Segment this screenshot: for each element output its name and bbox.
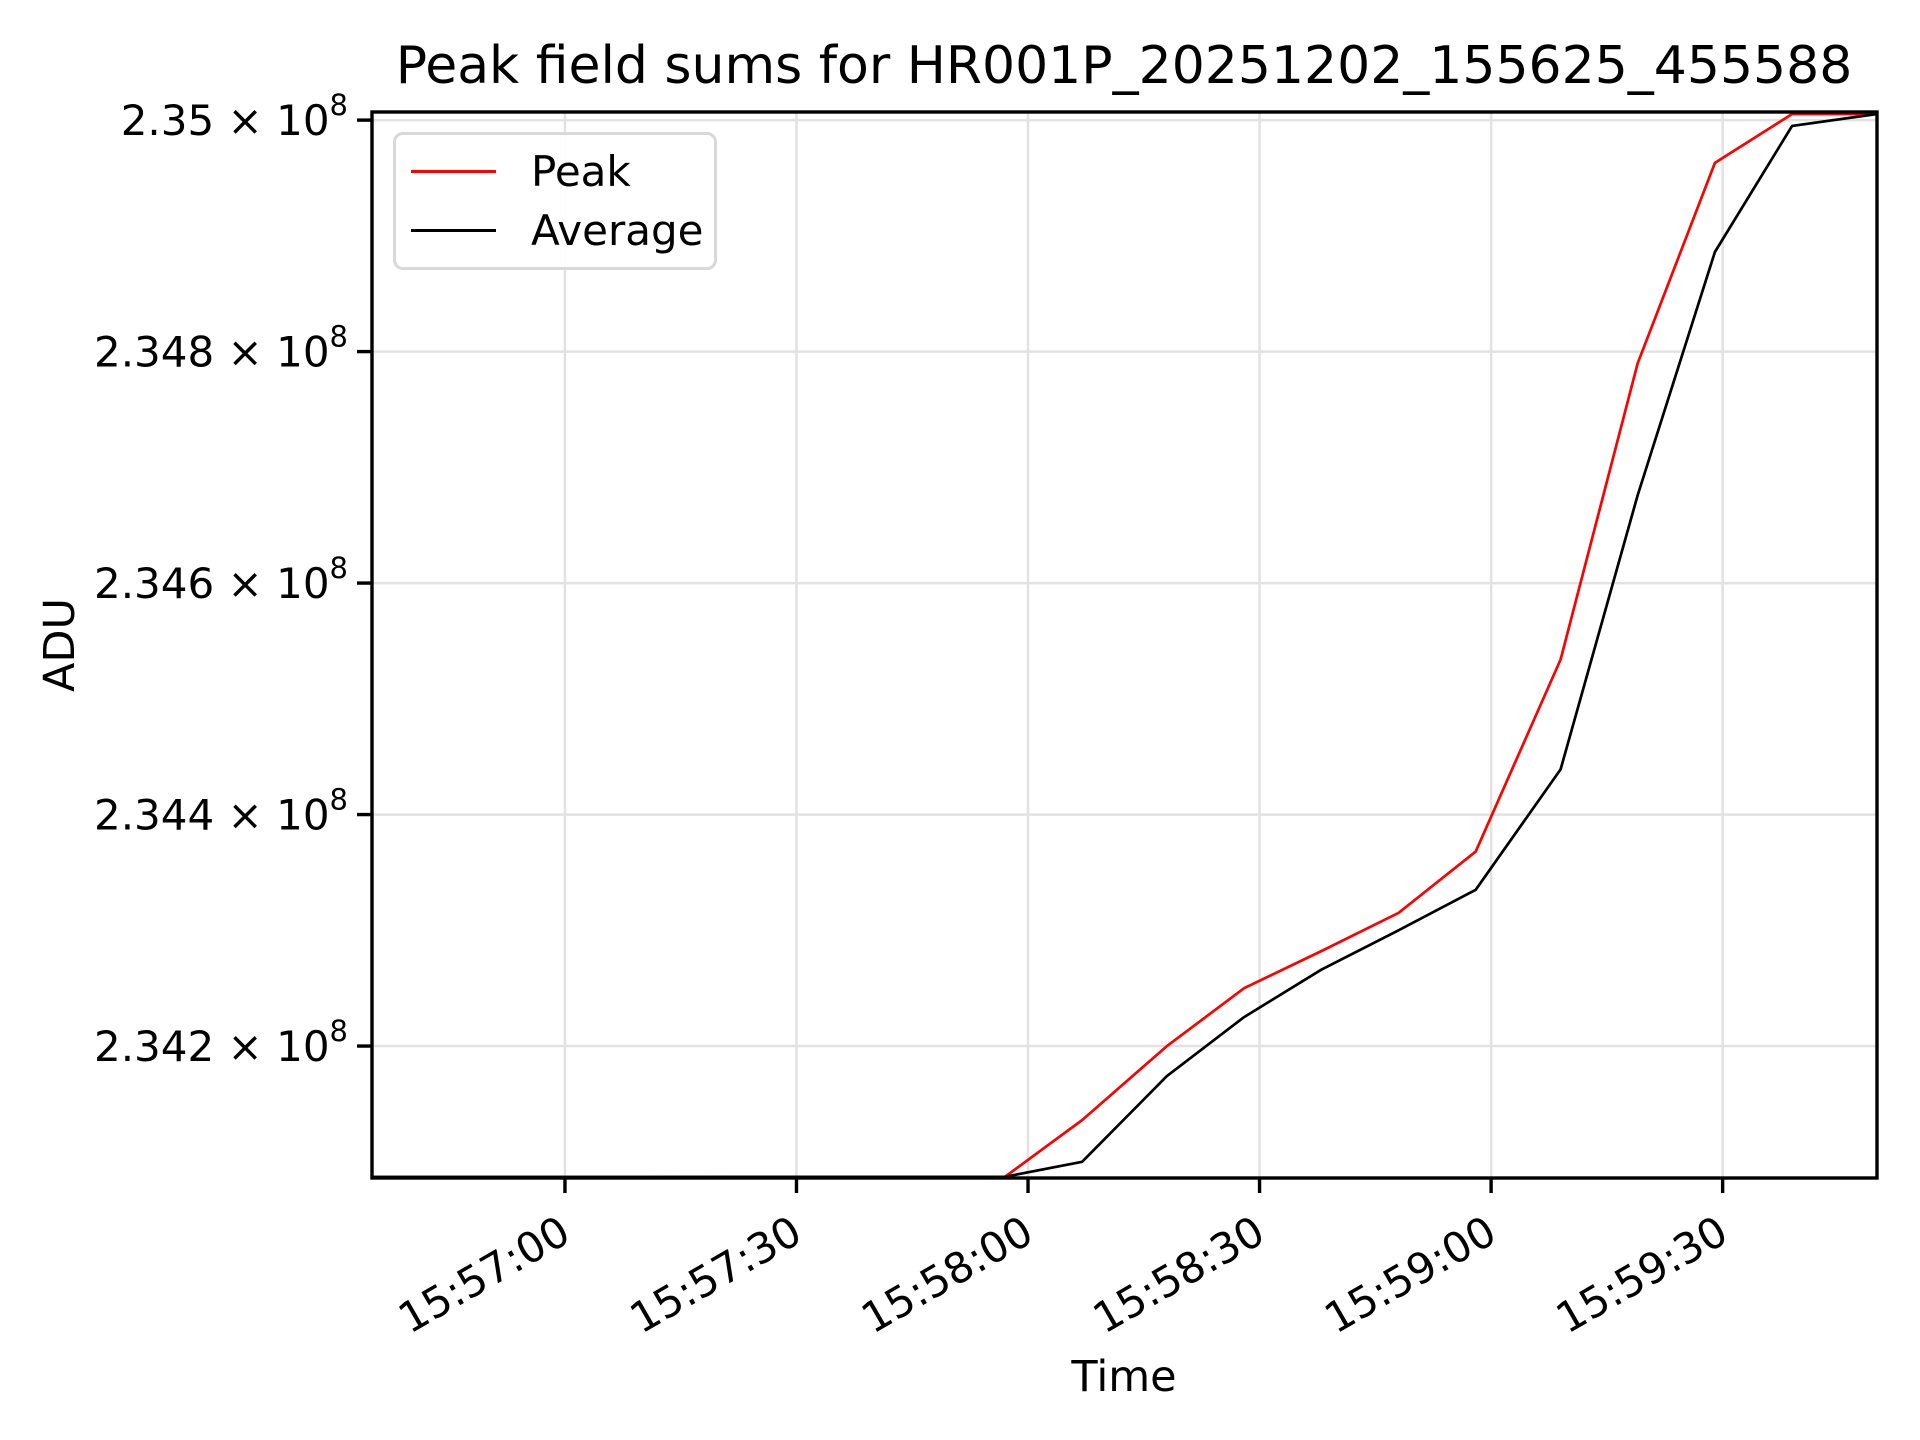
y-tick-label: 2.35 × 108: [121, 88, 348, 145]
peak-legend-line: [411, 170, 496, 173]
x-tick-label: 15:58:30: [1085, 1206, 1273, 1343]
x-tick-label: 15:58:00: [853, 1206, 1041, 1343]
chart-title: Peak field sums for HR001P_20251202_1556…: [395, 36, 1853, 96]
x-tick-label: 15:59:00: [1316, 1206, 1504, 1343]
plot-frame: [370, 110, 1879, 1180]
legend-item-average: Average: [411, 201, 703, 260]
x-axis-label: Time: [1071, 1352, 1177, 1402]
legend-item-peak: Peak: [411, 142, 694, 201]
peak-line: [371, 112, 1877, 1179]
y-tick-label: 2.342 × 108: [94, 1014, 348, 1071]
legend: Peak Average: [393, 132, 717, 270]
legend-label: Peak: [531, 146, 631, 196]
y-tick-label: 2.346 × 108: [94, 551, 348, 608]
legend-label: Average: [531, 205, 704, 255]
x-tick-label: 15:59:30: [1548, 1206, 1736, 1343]
x-tick-label: 15:57:00: [390, 1206, 578, 1343]
average-line: [371, 112, 1878, 1179]
x-tick-label: 15:57:30: [622, 1206, 810, 1343]
average-legend-line: [411, 229, 496, 232]
y-tick-label: 2.344 × 108: [94, 783, 348, 840]
y-tick-label: 2.348 × 108: [94, 320, 348, 377]
